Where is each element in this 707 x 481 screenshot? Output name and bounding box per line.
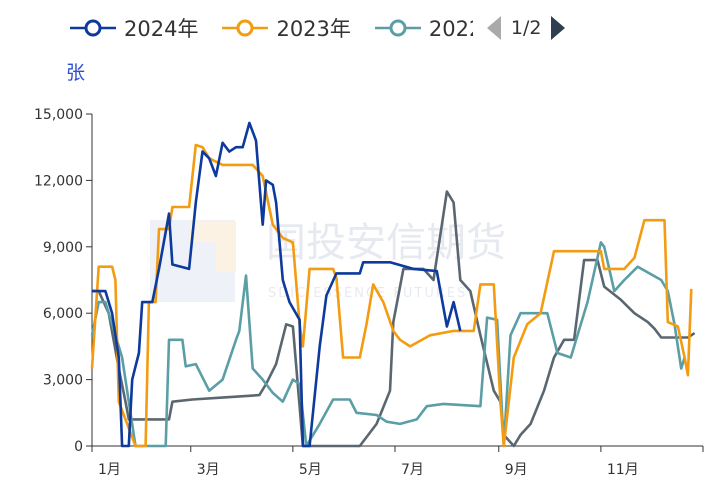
legend: 2024年 2023年 2022年 1/2 <box>70 8 566 48</box>
y-tick-label: 6,000 <box>43 306 83 322</box>
legend-item-2[interactable]: 2022年 <box>374 13 473 43</box>
y-tick-label: 12,000 <box>34 173 83 189</box>
legend-label-1: 2023年 <box>276 17 351 41</box>
x-tick-label: 9月 <box>505 462 528 478</box>
y-axis-unit: 张 <box>66 62 86 84</box>
x-tick-label: 5月 <box>299 462 322 478</box>
axes: 0 3,000 6,000 9,000 12,000 15,000 1月 3月 5月 7月 9月 11… <box>34 107 704 478</box>
legend-item-0[interactable]: 2024年 <box>70 13 198 43</box>
y-tick-label: 9,000 <box>43 240 83 256</box>
watermark-en: SDIC ESSENCE FUTURES <box>268 286 467 301</box>
series-line-1 <box>90 143 693 448</box>
watermark-cn: 国投安信期货 <box>266 220 506 266</box>
x-tick-label: 11月 <box>607 462 639 478</box>
triangle-right-icon[interactable] <box>551 16 566 40</box>
x-tick-label: 7月 <box>401 462 424 478</box>
y-tick-label: 0 <box>74 439 83 455</box>
legend-item-1[interactable]: 2023年 <box>222 13 351 43</box>
triangle-left-icon[interactable] <box>486 16 501 40</box>
x-tick-label: 3月 <box>197 462 220 478</box>
y-tick-label: 3,000 <box>43 373 83 389</box>
series-line-3 <box>92 190 696 448</box>
y-tick-label: 15,000 <box>34 107 83 123</box>
legend-marker-2 <box>374 19 421 37</box>
legend-label-2: 2022年 <box>428 17 473 41</box>
legend-marker-0 <box>70 19 116 37</box>
x-tick-label: 1月 <box>98 462 121 478</box>
series-layer <box>90 121 696 448</box>
series-line-0 <box>92 121 462 448</box>
legend-pager: 1/2 <box>486 16 566 40</box>
legend-marker-1 <box>222 19 269 37</box>
legend-label-0: 2024年 <box>124 17 199 41</box>
legend-page-label: 1/2 <box>510 17 542 39</box>
